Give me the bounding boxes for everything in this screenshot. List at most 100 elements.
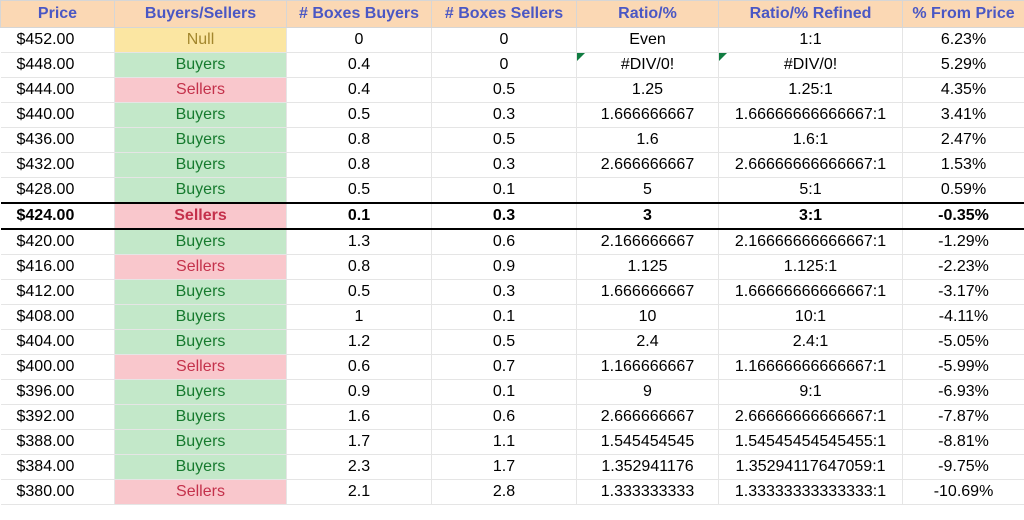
col-header-0[interactable]: Price (1, 1, 115, 28)
price-cell[interactable]: $384.00 (1, 455, 115, 480)
boxes-buyers[interactable]: 0.4 (287, 53, 432, 78)
refined-cell[interactable]: 1.35294117647059:1 (719, 455, 903, 480)
ratio-cell[interactable]: 9 (577, 380, 719, 405)
boxes-buyers[interactable]: 0.8 (287, 128, 432, 153)
boxes-sellers[interactable]: 0.3 (432, 153, 577, 178)
ratio-cell[interactable]: 1.666666667 (577, 280, 719, 305)
pct-cell[interactable]: 1.53% (903, 153, 1024, 178)
pct-cell[interactable]: -10.69% (903, 480, 1024, 505)
ratio-cell[interactable]: 1.25 (577, 78, 719, 103)
pct-cell[interactable]: -2.23% (903, 255, 1024, 280)
boxes-buyers[interactable]: 0.8 (287, 255, 432, 280)
ratio-cell[interactable]: 3 (577, 203, 719, 229)
boxes-sellers[interactable]: 0.1 (432, 380, 577, 405)
refined-cell[interactable]: 1.66666666666667:1 (719, 103, 903, 128)
price-cell[interactable]: $416.00 (1, 255, 115, 280)
boxes-buyers[interactable]: 0.9 (287, 380, 432, 405)
price-cell[interactable]: $432.00 (1, 153, 115, 178)
ratio-cell[interactable]: 2.166666667 (577, 229, 719, 255)
ratio-cell[interactable]: 2.666666667 (577, 153, 719, 178)
pct-cell[interactable]: 5.29% (903, 53, 1024, 78)
price-cell[interactable]: $440.00 (1, 103, 115, 128)
bs-cell[interactable]: Buyers (115, 405, 287, 430)
ratio-cell[interactable]: 1.352941176 (577, 455, 719, 480)
bs-cell[interactable]: Null (115, 28, 287, 53)
ratio-cell[interactable]: #DIV/0! (577, 53, 719, 78)
price-cell[interactable]: $420.00 (1, 229, 115, 255)
pct-cell[interactable]: 2.47% (903, 128, 1024, 153)
price-cell[interactable]: $444.00 (1, 78, 115, 103)
bs-cell[interactable]: Buyers (115, 229, 287, 255)
ratio-cell[interactable]: 1.666666667 (577, 103, 719, 128)
ratio-cell[interactable]: 1.166666667 (577, 355, 719, 380)
boxes-buyers[interactable]: 0.4 (287, 78, 432, 103)
boxes-buyers[interactable]: 0.5 (287, 178, 432, 204)
boxes-sellers[interactable]: 0.6 (432, 229, 577, 255)
pct-cell[interactable]: -7.87% (903, 405, 1024, 430)
price-cell[interactable]: $424.00 (1, 203, 115, 229)
boxes-sellers[interactable]: 0 (432, 28, 577, 53)
boxes-sellers[interactable]: 0.6 (432, 405, 577, 430)
bs-cell[interactable]: Buyers (115, 330, 287, 355)
boxes-buyers[interactable]: 0.6 (287, 355, 432, 380)
price-cell[interactable]: $380.00 (1, 480, 115, 505)
refined-cell[interactable]: 1:1 (719, 28, 903, 53)
bs-cell[interactable]: Buyers (115, 455, 287, 480)
price-cell[interactable]: $396.00 (1, 380, 115, 405)
refined-cell[interactable]: 2.16666666666667:1 (719, 229, 903, 255)
price-cell[interactable]: $428.00 (1, 178, 115, 204)
boxes-sellers[interactable]: 0.3 (432, 203, 577, 229)
refined-cell[interactable]: 2.66666666666667:1 (719, 153, 903, 178)
boxes-buyers[interactable]: 1.3 (287, 229, 432, 255)
boxes-sellers[interactable]: 0.7 (432, 355, 577, 380)
refined-cell[interactable]: 1.54545454545455:1 (719, 430, 903, 455)
bs-cell[interactable]: Buyers (115, 103, 287, 128)
col-header-3[interactable]: # Boxes Sellers (432, 1, 577, 28)
pct-cell[interactable]: 6.23% (903, 28, 1024, 53)
ratio-cell[interactable]: 1.6 (577, 128, 719, 153)
bs-cell[interactable]: Sellers (115, 355, 287, 380)
boxes-buyers[interactable]: 0.5 (287, 103, 432, 128)
refined-cell[interactable]: #DIV/0! (719, 53, 903, 78)
boxes-buyers[interactable]: 1.7 (287, 430, 432, 455)
refined-cell[interactable]: 1.125:1 (719, 255, 903, 280)
boxes-buyers[interactable]: 0.8 (287, 153, 432, 178)
bs-cell[interactable]: Buyers (115, 178, 287, 204)
price-cell[interactable]: $408.00 (1, 305, 115, 330)
boxes-buyers[interactable]: 2.3 (287, 455, 432, 480)
ratio-cell[interactable]: 2.4 (577, 330, 719, 355)
boxes-sellers[interactable]: 0.1 (432, 178, 577, 204)
boxes-sellers[interactable]: 0.1 (432, 305, 577, 330)
ratio-cell[interactable]: Even (577, 28, 719, 53)
ratio-cell[interactable]: 1.545454545 (577, 430, 719, 455)
bs-cell[interactable]: Sellers (115, 255, 287, 280)
pct-cell[interactable]: -1.29% (903, 229, 1024, 255)
pct-cell[interactable]: 0.59% (903, 178, 1024, 204)
bs-cell[interactable]: Buyers (115, 153, 287, 178)
boxes-sellers[interactable]: 0.5 (432, 78, 577, 103)
refined-cell[interactable]: 1.6:1 (719, 128, 903, 153)
col-header-1[interactable]: Buyers/Sellers (115, 1, 287, 28)
col-header-5[interactable]: Ratio/% Refined (719, 1, 903, 28)
boxes-sellers[interactable]: 2.8 (432, 480, 577, 505)
boxes-buyers[interactable]: 1.6 (287, 405, 432, 430)
pct-cell[interactable]: 3.41% (903, 103, 1024, 128)
ratio-cell[interactable]: 1.333333333 (577, 480, 719, 505)
pct-cell[interactable]: -3.17% (903, 280, 1024, 305)
pct-cell[interactable]: -4.11% (903, 305, 1024, 330)
ratio-cell[interactable]: 5 (577, 178, 719, 204)
col-header-4[interactable]: Ratio/% (577, 1, 719, 28)
refined-cell[interactable]: 3:1 (719, 203, 903, 229)
pct-cell[interactable]: -0.35% (903, 203, 1024, 229)
price-cell[interactable]: $400.00 (1, 355, 115, 380)
refined-cell[interactable]: 2.66666666666667:1 (719, 405, 903, 430)
boxes-sellers[interactable]: 0.3 (432, 280, 577, 305)
bs-cell[interactable]: Buyers (115, 305, 287, 330)
boxes-buyers[interactable]: 0.5 (287, 280, 432, 305)
pct-cell[interactable]: -5.99% (903, 355, 1024, 380)
bs-cell[interactable]: Buyers (115, 380, 287, 405)
refined-cell[interactable]: 5:1 (719, 178, 903, 204)
ratio-cell[interactable]: 10 (577, 305, 719, 330)
boxes-sellers[interactable]: 0.3 (432, 103, 577, 128)
bs-cell[interactable]: Buyers (115, 280, 287, 305)
